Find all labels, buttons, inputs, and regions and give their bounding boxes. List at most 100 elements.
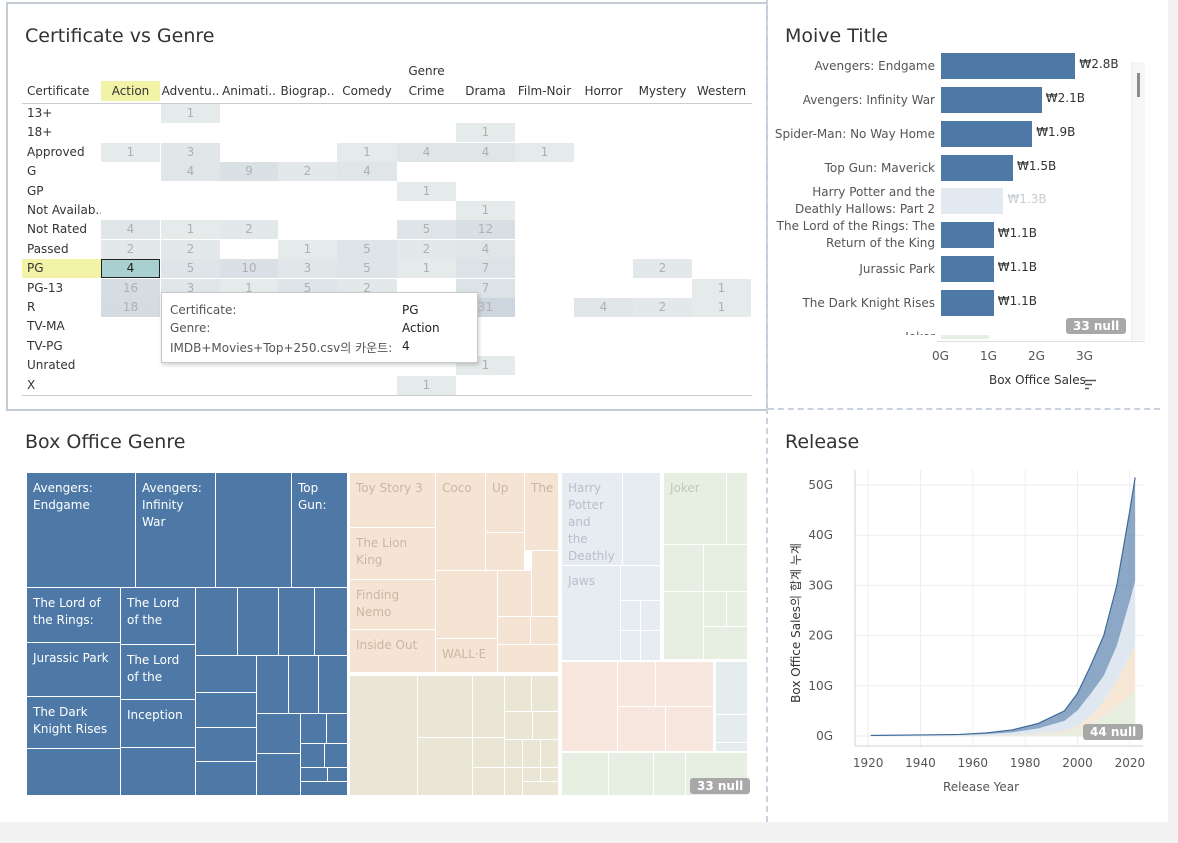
bar-mark[interactable] [941, 87, 1042, 113]
heatmap-cell[interactable]: 2 [101, 239, 160, 259]
tm-pink-e[interactable] [666, 707, 714, 752]
tm-olive-n[interactable] [505, 768, 523, 796]
certificate-row-label[interactable]: TV-PG [27, 338, 63, 353]
sort-icon[interactable] [1085, 375, 1097, 390]
certificate-row-label[interactable]: Unrated [27, 358, 76, 373]
tm-inception[interactable]: Inception [121, 700, 196, 748]
tm-pink-b[interactable] [618, 662, 656, 707]
certificate-row-label[interactable]: 13+ [27, 106, 53, 120]
heatmap-cell[interactable]: 2 [220, 220, 278, 240]
treemap-null-indicator[interactable]: 33 null [690, 778, 751, 794]
heatmap-cell[interactable]: 5 [397, 220, 456, 240]
tm-blue-n[interactable] [327, 714, 348, 744]
tm-olive-i[interactable] [533, 712, 559, 740]
heatmap-cell[interactable]: 3 [161, 142, 220, 162]
tm-blue-k[interactable] [319, 656, 348, 714]
certificate-row-label[interactable]: PG-13 [27, 280, 64, 295]
heatmap-cell[interactable]: 10 [220, 259, 278, 279]
bar-category-label[interactable]: Spider-Man: No Way Home [770, 126, 935, 143]
heatmap-cell[interactable]: 2 [633, 298, 692, 317]
tm-lblue-d[interactable] [641, 601, 661, 631]
tm-lblue-b[interactable] [621, 566, 661, 601]
tm-blue-i[interactable] [257, 656, 289, 714]
heatmap-cell[interactable]: 2 [397, 239, 456, 259]
heatmap-cell[interactable]: 3 [278, 259, 337, 279]
heatmap-cell[interactable]: 1 [161, 220, 220, 240]
heatmap-cell[interactable]: 4 [456, 142, 515, 162]
heatmap-cell[interactable]: 2 [633, 259, 692, 279]
genre-column-header[interactable]: Comedy [342, 84, 392, 98]
heatmap-cell[interactable]: 1 [456, 123, 515, 143]
tm-inside-out[interactable]: Inside Out [350, 630, 436, 673]
tm-olive-o[interactable] [523, 768, 541, 782]
bar-mark[interactable] [941, 155, 1013, 181]
tm-blue-c[interactable] [279, 588, 315, 656]
tm-lblue-f[interactable] [641, 631, 661, 661]
tm-toy-story-3[interactable]: Toy Story 3 [350, 473, 436, 528]
heatmap-cell[interactable]: 5 [337, 259, 397, 279]
tm-lblue-c[interactable] [621, 601, 641, 631]
heatmap-cell[interactable]: 5 [337, 239, 397, 259]
tm-blue-l[interactable] [257, 714, 301, 754]
bar-category-label[interactable]: The Dark Knight Rises [770, 295, 935, 312]
certificate-row-label[interactable]: GP [27, 183, 44, 198]
tm-teal-a[interactable] [716, 662, 748, 715]
genre-column-header[interactable]: Animati.. [222, 84, 276, 98]
heatmap-cell[interactable]: 12 [456, 220, 515, 240]
tm-blue-bottom-left[interactable] [27, 749, 121, 796]
tm-green-f[interactable] [727, 592, 748, 627]
tm-orange-d[interactable] [532, 551, 559, 617]
bar-mark[interactable] [941, 188, 1004, 214]
tm-green-i[interactable] [609, 753, 654, 796]
heatmap-cell[interactable]: 1 [161, 104, 220, 123]
bar-category-label[interactable]: Jurassic Park [770, 261, 935, 278]
box-office-genre-treemap[interactable]: Avengers: Endgame Avengers: Infinity War… [27, 473, 751, 796]
heatmap-cell[interactable]: 4 [456, 239, 515, 259]
tm-olive-q[interactable] [523, 782, 559, 796]
certificate-row-label[interactable]: G [27, 164, 37, 179]
tm-harry-potter[interactable]: Harry Potter and the Deathly [562, 473, 623, 566]
heatmap-cell[interactable]: 1 [337, 142, 397, 162]
certificate-row-label[interactable]: PG [22, 259, 101, 279]
heatmap-cell[interactable]: 1 [692, 278, 751, 298]
bar-category-label[interactable]: Top Gun: Maverick [770, 160, 935, 177]
heatmap-cell[interactable]: 9 [220, 162, 278, 182]
heatmap-cell[interactable]: 2 [278, 162, 337, 182]
tm-topgun[interactable]: Top Gun: [292, 473, 348, 588]
tm-olive-m[interactable] [541, 740, 559, 768]
bar-mark[interactable] [941, 290, 994, 316]
heatmap-cell[interactable]: 1 [101, 142, 160, 162]
heatmap-cell[interactable]: 16 [101, 278, 160, 298]
heatmap-cell[interactable]: 7 [456, 259, 515, 279]
tm-teal-c[interactable] [716, 743, 748, 752]
tm-lblue-e[interactable] [621, 631, 641, 661]
tm-olive-d[interactable] [505, 676, 532, 712]
bar-mark[interactable] [941, 335, 989, 339]
tm-coco[interactable]: Coco [436, 473, 486, 571]
area-chart-svg[interactable]: 1920 1940 1960 1980 2000 2020 0G 10G 20G 30G 40G 50… [780, 460, 1160, 810]
certificate-genre-heatmap[interactable]: Genre Certificate Action Adventu.. Animati… [0, 0, 766, 408]
tm-up[interactable]: Up [486, 473, 525, 533]
tm-lotr-1[interactable]: The Lord of the Rings: [27, 588, 121, 643]
tm-olive-c[interactable] [473, 676, 505, 738]
tm-blue-r[interactable] [301, 768, 328, 782]
genre-column-header[interactable]: Film-Noir [517, 84, 572, 98]
tm-orange-g[interactable] [498, 645, 559, 673]
tm-green-j[interactable] [654, 753, 686, 796]
tm-endgame[interactable]: Avengers: Endgame [27, 473, 136, 588]
tm-olive-k[interactable] [505, 740, 523, 768]
tm-teal-b[interactable] [716, 715, 748, 743]
genre-column-header[interactable]: Horror [584, 84, 623, 98]
tm-pink-d[interactable] [618, 707, 666, 752]
tm-olive-e[interactable] [532, 676, 559, 712]
bar-category-label[interactable]: The Lord of the Rings: The Return of the … [770, 218, 935, 252]
tm-lion-king[interactable]: The Lion King [350, 528, 436, 580]
heatmap-cell[interactable]: 1 [397, 181, 456, 201]
movie-title-bar-chart[interactable]: Avengers: Endgame ₩2.8B Avengers: Infinity… [770, 53, 1160, 398]
heatmap-cell[interactable]: 4 [101, 259, 160, 279]
tm-jurassic-park[interactable]: Jurassic Park [27, 643, 121, 697]
tm-green-g[interactable] [704, 627, 748, 660]
tm-green-b[interactable] [664, 545, 704, 592]
tm-olive-l[interactable] [523, 740, 541, 768]
tm-orange-a[interactable] [436, 571, 498, 639]
